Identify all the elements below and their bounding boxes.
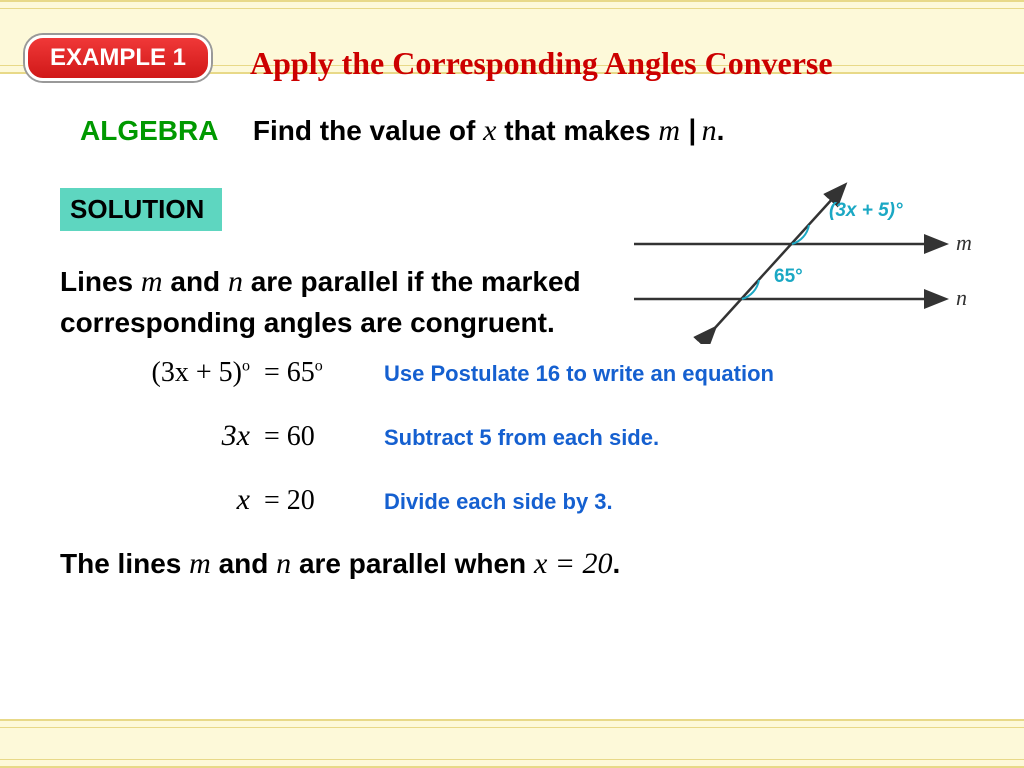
text: that makes bbox=[496, 115, 658, 146]
text: 3x bbox=[222, 419, 250, 452]
variable-n: n bbox=[228, 265, 243, 298]
variable-m: m bbox=[658, 114, 680, 147]
step-row: (3x + 5)o = 65o Use Postulate 16 to writ… bbox=[120, 357, 974, 389]
explanation-text: Lines m and n are parallel if the marked… bbox=[60, 261, 600, 342]
variable-m: m bbox=[141, 265, 163, 298]
text: x bbox=[237, 483, 250, 516]
line-n-label: n bbox=[956, 285, 967, 310]
text: and bbox=[163, 266, 228, 297]
decorative-line bbox=[0, 759, 1024, 760]
variable-n: n bbox=[702, 114, 717, 147]
equation-right: = 20 bbox=[264, 485, 354, 517]
superscript: o bbox=[315, 358, 323, 375]
solution-steps: (3x + 5)o = 65o Use Postulate 16 to writ… bbox=[120, 357, 974, 517]
algebra-label: ALGEBRA bbox=[80, 115, 218, 146]
text: The lines bbox=[60, 548, 189, 579]
footer-band bbox=[0, 719, 1024, 768]
equation-right: = 60 bbox=[264, 421, 354, 453]
equation-left: x bbox=[120, 483, 250, 517]
step-row: x = 20 Divide each side by 3. bbox=[120, 483, 974, 517]
problem-statement: ALGEBRA Find the value of x that makes m… bbox=[80, 114, 974, 148]
text: and bbox=[211, 548, 276, 579]
text: are parallel when bbox=[291, 548, 534, 579]
variable-m: m bbox=[189, 547, 211, 580]
content-area: ALGEBRA Find the value of x that makes m… bbox=[0, 74, 1024, 581]
decorative-line bbox=[0, 727, 1024, 728]
equation-left: 3x bbox=[120, 419, 250, 453]
equation: x = 20 bbox=[534, 547, 613, 580]
equation-left: (3x + 5)o bbox=[120, 357, 250, 389]
step-reason: Use Postulate 16 to write an equation bbox=[384, 361, 774, 387]
angles-diagram: (3x + 5)° 65° m n bbox=[614, 174, 984, 344]
superscript: o bbox=[242, 358, 250, 375]
angle-value: 65° bbox=[774, 266, 803, 287]
equation-right: = 65o bbox=[264, 357, 354, 389]
solution-label: SOLUTION bbox=[60, 188, 222, 231]
text: Lines bbox=[60, 266, 141, 297]
text: . bbox=[717, 115, 725, 146]
step-reason: Subtract 5 from each side. bbox=[384, 425, 659, 451]
step-row: 3x = 60 Subtract 5 from each side. bbox=[120, 419, 974, 453]
text: = 65 bbox=[264, 357, 315, 388]
text: (3x + 5) bbox=[152, 357, 242, 388]
decorative-line bbox=[0, 8, 1024, 9]
variable-x: x bbox=[483, 114, 496, 147]
step-reason: Divide each side by 3. bbox=[384, 489, 613, 515]
angle-expression: (3x + 5)° bbox=[829, 200, 903, 221]
text: . bbox=[613, 548, 621, 579]
problem-text: Find the value of x that makes m || n. bbox=[253, 115, 724, 146]
line-m-label: m bbox=[956, 230, 972, 255]
conclusion-text: The lines m and n are parallel when x = … bbox=[60, 547, 974, 581]
text: Find the value of bbox=[253, 115, 483, 146]
variable-n: n bbox=[276, 547, 291, 580]
